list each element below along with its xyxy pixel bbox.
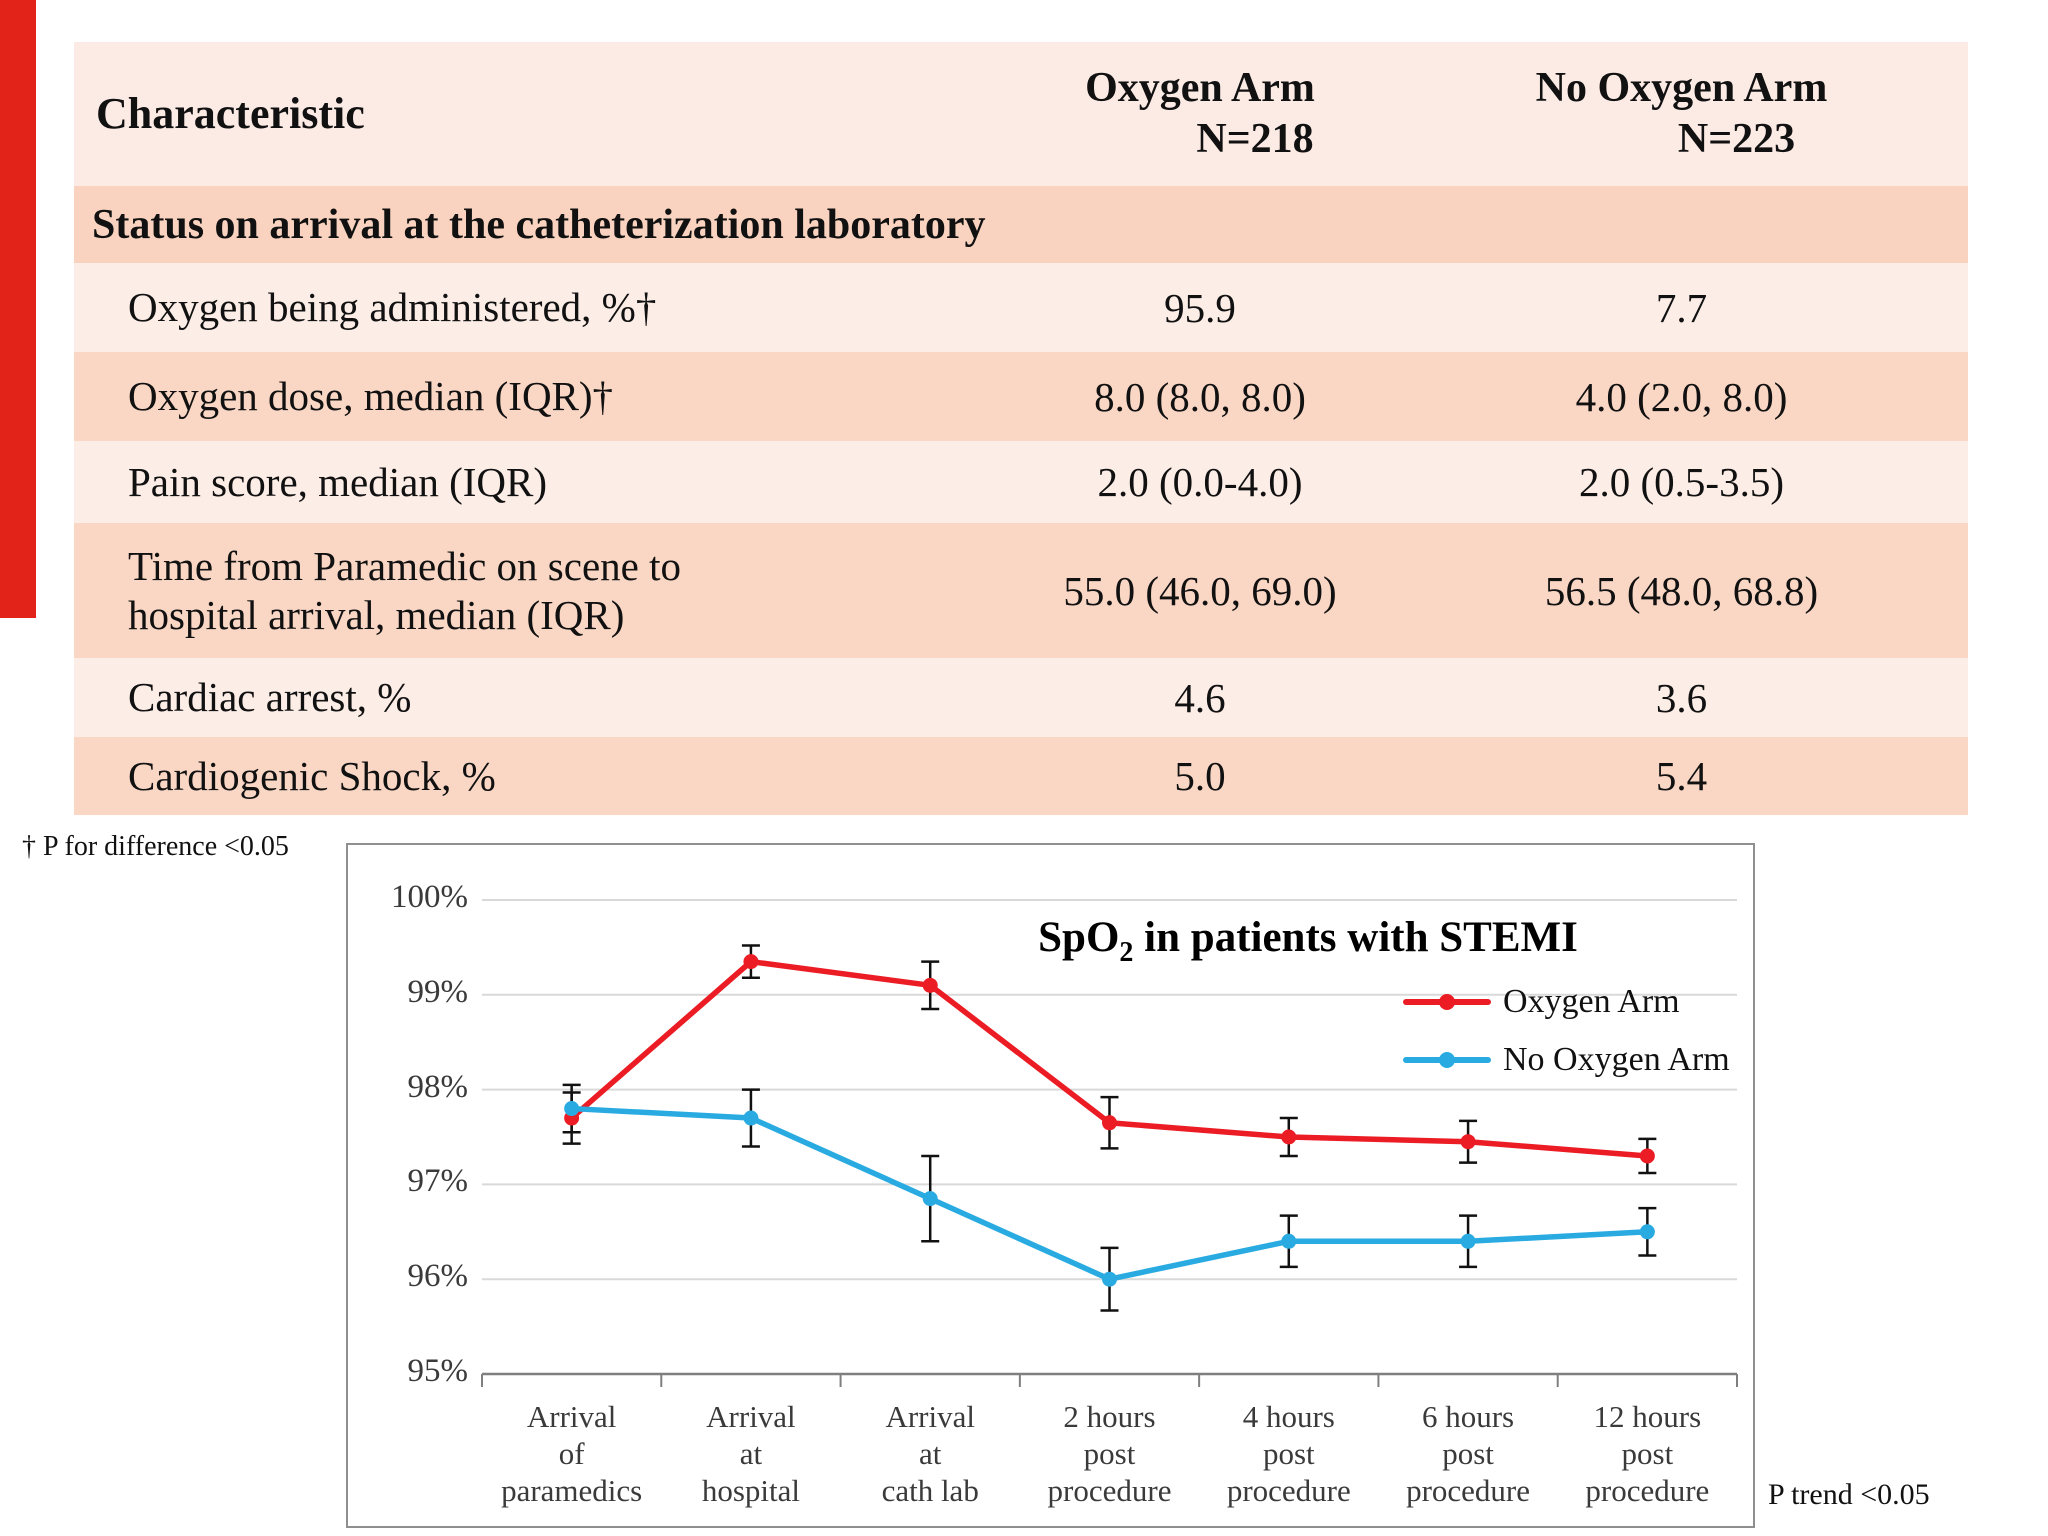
x-tick-label: 4 hours post procedure	[1226, 1399, 1351, 1508]
table-row: Oxygen dose, median (IQR)† 8.0 (8.0, 8.0…	[74, 352, 1968, 441]
y-tick-label: 99%	[407, 973, 469, 1010]
data-point	[564, 1101, 580, 1117]
p-trend-note: P trend <0.05	[1768, 1478, 1930, 1511]
legend-item: Oxygen Arm	[1403, 980, 1730, 1024]
spo2-chart-plot	[481, 899, 1738, 1387]
data-point	[1281, 1129, 1297, 1145]
header-no-oxygen-arm: No Oxygen Arm N=223	[1395, 63, 1968, 165]
row-label: Oxygen being administered, %†	[128, 284, 657, 331]
characteristics-table: Characteristic Oxygen Arm N=218 No Oxyge…	[74, 42, 1968, 815]
chart-title: SpO2 in patients with STEMI	[988, 913, 1628, 969]
x-tick-label: Arrival at cath lab	[881, 1399, 979, 1508]
no-oxygen-value: 56.5 (48.0, 68.8)	[1544, 567, 1819, 614]
spo2-chart: 100% 99% 98% 97% 96% 95% Arrival of paramedic…	[346, 843, 1755, 1528]
y-tick-label: 100%	[391, 879, 468, 915]
header-characteristic: Characteristic	[96, 89, 365, 139]
data-point	[1460, 1134, 1476, 1150]
data-point	[1639, 1148, 1655, 1164]
y-tick-label: 95%	[407, 1353, 469, 1389]
no-oxygen-value: 7.7	[1655, 284, 1708, 331]
header-no-oxygen-arm-n: N=223	[1677, 116, 1796, 162]
row-label: Oxygen dose, median (IQR)†	[128, 373, 614, 420]
x-tick-label: Arrival of paramedics	[501, 1399, 643, 1508]
header-oxygen-arm-name: Oxygen Arm	[1085, 64, 1315, 111]
no-oxygen-value: 5.4	[1655, 753, 1708, 799]
x-tick-label: Arrival at hospital	[701, 1399, 800, 1508]
oxygen-value: 5.0	[1174, 753, 1226, 799]
header-no-oxygen-arm-name: No Oxygen Arm	[1535, 64, 1828, 111]
x-tick-label: 12 hours post procedure	[1585, 1399, 1710, 1508]
data-point	[743, 1110, 759, 1126]
legend-dot	[1439, 994, 1455, 1010]
oxygen-value: 4.6	[1174, 674, 1226, 721]
data-point	[743, 954, 759, 970]
table-row: Pain score, median (IQR) 2.0 (0.0-4.0) 2…	[74, 441, 1968, 523]
data-point	[922, 977, 938, 993]
chart-title-text: in patients with STEMI	[1133, 914, 1578, 961]
legend-dot	[1439, 1052, 1455, 1068]
legend-label: Oxygen Arm	[1503, 983, 1680, 1020]
table-header-row: Characteristic Oxygen Arm N=218 No Oxyge…	[74, 42, 1968, 186]
data-point	[1460, 1233, 1476, 1249]
slide-accent-bar	[0, 0, 36, 618]
chart-title-text: SpO	[1038, 914, 1120, 961]
oxygen-value: 55.0 (46.0, 69.0)	[1063, 567, 1337, 614]
x-tick-label: 2 hours post procedure	[1047, 1399, 1172, 1508]
table-row: Time from Paramedic on scene to hospital…	[74, 523, 1968, 658]
legend-item: No Oxygen Arm	[1403, 1038, 1730, 1082]
data-point	[1281, 1233, 1297, 1249]
legend-label: No Oxygen Arm	[1503, 1041, 1730, 1078]
table-row: Cardiac arrest, % 4.6 3.6	[74, 658, 1968, 737]
no-oxygen-value: 3.6	[1655, 674, 1708, 721]
data-point	[922, 1191, 938, 1207]
row-label: Cardiogenic Shock, %	[128, 752, 496, 799]
y-tick-label: 98%	[407, 1068, 469, 1105]
legend-line-marker	[1403, 1052, 1491, 1068]
no-oxygen-value: 4.0 (2.0, 8.0)	[1575, 373, 1788, 420]
oxygen-value: 2.0 (0.0-4.0)	[1097, 459, 1303, 505]
legend-line-marker	[1403, 994, 1491, 1010]
row-label: Pain score, median (IQR)	[128, 458, 547, 505]
data-point	[1102, 1115, 1117, 1131]
chart-title-subscript: 2	[1119, 937, 1134, 968]
no-oxygen-value: 2.0 (0.5-3.5)	[1579, 459, 1784, 505]
chart-legend: Oxygen Arm No Oxygen Arm	[1403, 980, 1730, 1082]
x-tick-label: 6 hours post procedure	[1406, 1399, 1531, 1508]
oxygen-value: 8.0 (8.0, 8.0)	[1094, 373, 1306, 420]
oxygen-value: 95.9	[1164, 284, 1236, 331]
y-tick-label: 96%	[407, 1258, 469, 1295]
table-section-header: Status on arrival at the catheterization…	[74, 186, 1968, 263]
table-footnote: † P for difference <0.05	[22, 831, 289, 862]
header-oxygen-arm-n: N=218	[1196, 116, 1314, 162]
y-tick-label: 97%	[407, 1163, 469, 1200]
table-row: Oxygen being administered, %† 95.9 7.7	[74, 263, 1968, 352]
row-label: Cardiac arrest, %	[128, 674, 412, 721]
header-oxygen-arm: Oxygen Arm N=218	[1005, 63, 1395, 165]
table-row: Cardiogenic Shock, % 5.0 5.4	[74, 737, 1968, 815]
row-label: Time from Paramedic on scene to hospital…	[128, 543, 681, 638]
data-point	[1639, 1224, 1655, 1240]
data-point	[1102, 1271, 1117, 1287]
